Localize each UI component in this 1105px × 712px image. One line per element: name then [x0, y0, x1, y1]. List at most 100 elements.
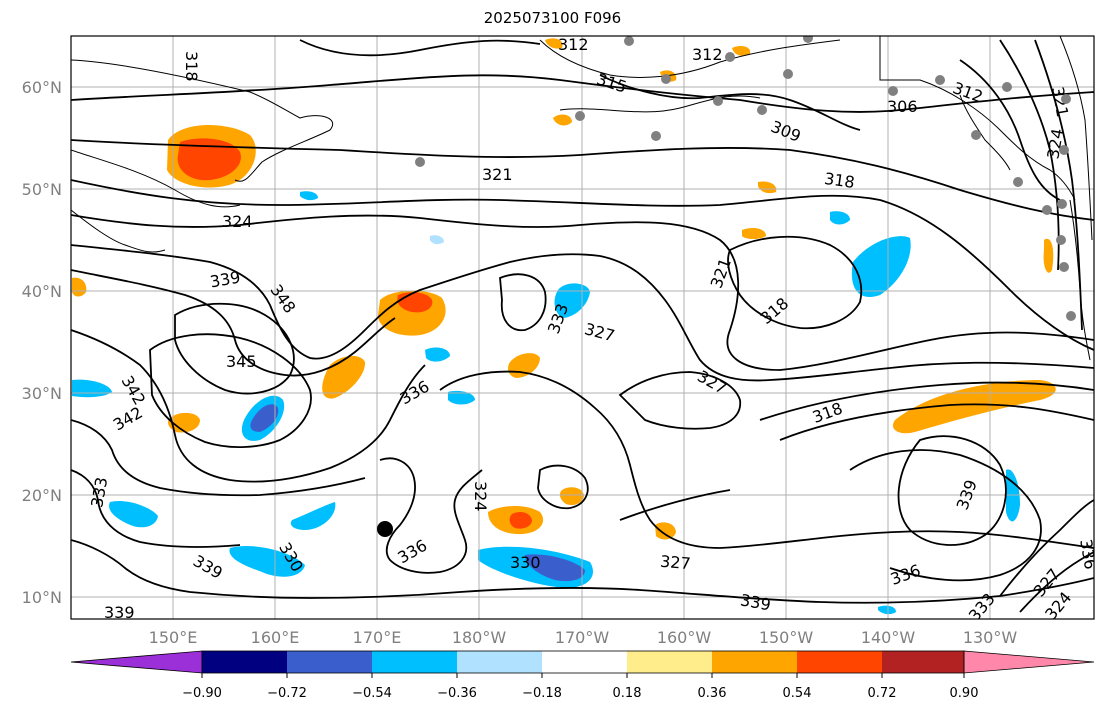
colorbar-tick-label: −0.18 — [522, 686, 562, 701]
colorbar-tick-label: 0.36 — [698, 686, 727, 701]
colorbar-tick-label: −0.72 — [267, 686, 307, 701]
contour-label: 312 — [558, 35, 589, 54]
station-dot — [1056, 235, 1066, 245]
orange-blob-58n — [553, 114, 572, 126]
colorbar-segment — [287, 651, 372, 673]
map-area: 318 312 312 315 321 318 309 306 312 321 … — [71, 35, 1100, 622]
colorbar-tick-label: 0.54 — [783, 686, 812, 701]
colorbar: −0.90 −0.72 −0.54 −0.36 −0.18 0.18 0.36 … — [70, 650, 1095, 701]
lat-axis: 60°N 50°N 40°N 30°N 20°N 10°N — [22, 78, 62, 607]
colorbar-tick-label: 0.72 — [868, 686, 897, 701]
lat-label: 20°N — [22, 486, 62, 505]
orange-blob-top — [545, 38, 563, 49]
lat-label: 40°N — [22, 282, 62, 301]
lon-axis: 150°E 160°E 170°E 180°W 170°W 160°W 150°… — [149, 628, 1018, 647]
station-dot — [713, 96, 723, 106]
colorbar-tick-label: 0.18 — [613, 686, 642, 701]
colorbar-segment — [372, 651, 457, 673]
orange-blob-40n-west — [72, 277, 87, 297]
station-dot — [803, 36, 813, 43]
colorbar-ticks — [201, 673, 965, 678]
lon-label: 180°W — [452, 628, 507, 647]
lightblue-blob-40n — [430, 235, 444, 245]
lat-label: 60°N — [22, 78, 62, 97]
colorbar-segment — [712, 651, 797, 673]
station-dot — [1059, 145, 1069, 155]
contour-label: 330 — [510, 553, 541, 572]
contour-label: 339 — [104, 603, 135, 622]
orange-blob-15n — [655, 522, 676, 540]
contour-label: 318 — [182, 51, 201, 82]
colorbar-outline — [201, 650, 965, 674]
lat-label: 30°N — [22, 384, 62, 403]
station-dot — [725, 52, 735, 62]
colorbar-extend-min — [70, 650, 203, 674]
shaded-positive-areas — [72, 38, 1056, 540]
blue-blob-13n — [229, 545, 305, 577]
colorbar-tick-label: 0.90 — [950, 686, 979, 701]
station-dot — [783, 69, 793, 79]
darkblue-blob-28n — [250, 404, 279, 432]
blue-blob-51n — [300, 191, 318, 201]
orange-blob-52n — [758, 181, 777, 194]
lon-label: 160°E — [251, 628, 300, 647]
blue-blob-18n — [109, 500, 158, 528]
station-dot — [1013, 177, 1023, 187]
plot-title: 2025073100 F096 — [483, 9, 622, 27]
map-frame — [70, 35, 1095, 620]
station-markers — [415, 36, 1076, 321]
blue-blob-30n-b — [448, 390, 475, 405]
contour-label: 306 — [887, 97, 918, 116]
station-dot — [1042, 205, 1052, 215]
blue-blob-33n — [425, 347, 450, 362]
station-dot — [1002, 82, 1012, 92]
station-dot — [624, 36, 634, 46]
colorbar-segment — [797, 651, 882, 673]
station-dot — [971, 130, 981, 140]
red-blob-kamchatka — [177, 138, 241, 181]
lon-label: 160°W — [657, 628, 712, 647]
colorbar-segment — [202, 651, 287, 673]
colorbar-segment — [882, 651, 964, 673]
blue-blob-47n — [830, 211, 850, 225]
station-dot — [661, 74, 671, 84]
graticule — [71, 36, 1094, 619]
contour-label: 318 — [823, 169, 856, 192]
station-dot — [1066, 311, 1076, 321]
contour-label: 345 — [226, 352, 257, 371]
station-dot — [415, 157, 425, 167]
contour-label: 324 — [222, 212, 253, 231]
blue-blob-18n-b — [290, 502, 336, 530]
lon-label: 170°W — [555, 628, 610, 647]
blue-blob-east — [851, 236, 911, 297]
colorbar-tick-label: −0.54 — [352, 686, 392, 701]
station-dot — [757, 105, 767, 115]
station-dot — [1059, 262, 1069, 272]
lon-label: 170°E — [353, 628, 402, 647]
colorbar-tick-label: −0.36 — [437, 686, 477, 701]
colorbar-segment — [627, 651, 712, 673]
lat-label: 10°N — [22, 588, 62, 607]
station-dot — [1061, 94, 1071, 104]
contour-label: 324 — [471, 481, 490, 512]
contour-label: 321 — [482, 165, 513, 184]
orange-blob-20n-b — [559, 487, 584, 505]
contour-lines — [71, 39, 1094, 613]
shaded-negative-areas — [72, 191, 1020, 615]
colorbar-segment — [542, 651, 627, 673]
orange-blob-coast — [1043, 238, 1054, 273]
darkblue-blob-14n — [525, 554, 585, 582]
blue-blob-11n — [878, 605, 896, 615]
orange-blob-47n — [742, 228, 766, 239]
station-dot — [935, 75, 945, 85]
lon-label: 140°W — [861, 628, 916, 647]
lon-label: 130°W — [963, 628, 1018, 647]
station-dot — [888, 86, 898, 96]
blue-blob-40n — [554, 283, 590, 318]
colorbar-extend-max — [963, 650, 1095, 674]
colorbar-segment — [457, 651, 542, 673]
lat-label: 50°N — [22, 180, 62, 199]
contour-label: 312 — [692, 45, 723, 64]
lon-label: 150°W — [759, 628, 814, 647]
contour-label: 336 — [1076, 537, 1100, 570]
